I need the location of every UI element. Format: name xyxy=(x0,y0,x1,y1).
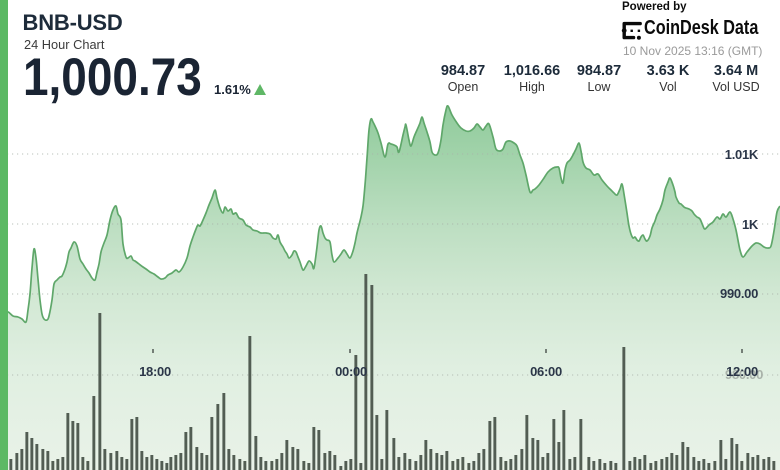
svg-text:980.00: 980.00 xyxy=(725,367,763,382)
svg-text:00:00: 00:00 xyxy=(335,364,367,379)
svg-text:1K: 1K xyxy=(742,217,759,232)
svg-text:18:00: 18:00 xyxy=(139,364,171,379)
svg-text:12:00: 12:00 xyxy=(726,364,758,379)
svg-text:06:00: 06:00 xyxy=(530,364,562,379)
svg-text:1.01K: 1.01K xyxy=(725,147,759,162)
svg-text:990.00: 990.00 xyxy=(720,286,758,301)
